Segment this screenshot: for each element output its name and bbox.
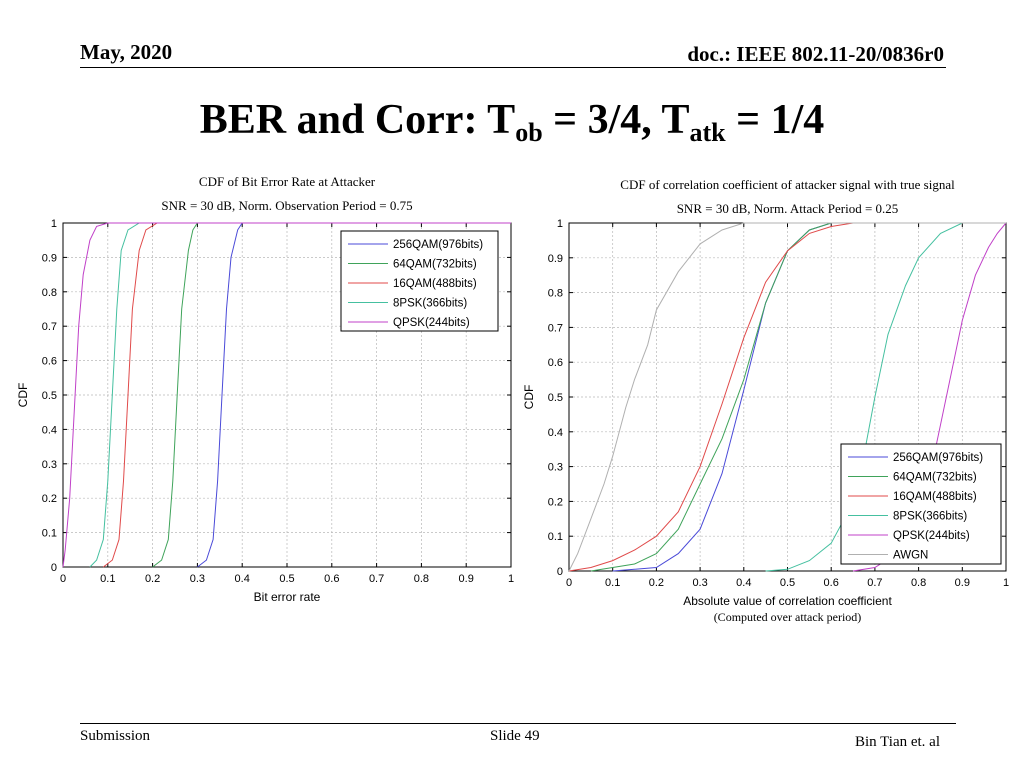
chart1-x-tick-label: 0.6	[324, 573, 339, 585]
chart2-x-tick-label: 0.7	[867, 577, 882, 589]
chart1-x-tick-label: 0.3	[190, 573, 205, 585]
chart2-legend-entry: AWGN	[893, 550, 928, 562]
chart1-y-tick-label: 0.7	[42, 321, 57, 333]
chart1-y-tick-label: 0.6	[42, 356, 57, 368]
chart1-legend-entry: 16QAM(488bits)	[393, 278, 477, 290]
chart2-legend-entry: QPSK(244bits)	[893, 530, 970, 542]
title-sub-atk: atk	[689, 118, 726, 147]
footer-slide-number: Slide 49	[490, 728, 540, 744]
chart1-legend-entry: QPSK(244bits)	[393, 317, 470, 329]
chart2-legend-entry: 16QAM(488bits)	[893, 491, 977, 503]
header-date: May, 2020	[80, 40, 173, 64]
chart2-y-tick-label: 0.4	[548, 427, 563, 439]
chart2-subtitle: SNR = 30 dB, Norm. Attack Period = 0.25	[677, 201, 899, 216]
chart1-y-tick-label: 0.9	[42, 252, 57, 264]
footer-submission: Submission	[80, 728, 151, 744]
chart1-x-tick-label: 0.9	[459, 573, 474, 585]
chart2-y-tick-label: 0.9	[548, 253, 563, 265]
chart2-x-tick-label: 0.9	[955, 577, 970, 589]
chart1-x-tick-label: 0.5	[279, 573, 294, 585]
chart2-y-tick-label: 0.1	[548, 531, 563, 543]
chart2-x-tick-label: 0.4	[736, 577, 751, 589]
chart2-series-line-6	[568, 222, 1006, 572]
chart2-x-tick-label: 0.1	[605, 577, 620, 589]
chart1-series-line-5	[62, 222, 511, 568]
chart2-legend-box	[840, 443, 1002, 565]
chart2-x-axis-label-note: (Computed over attack period)	[714, 610, 862, 624]
chart1-y-tick-label: 0.1	[42, 528, 57, 540]
header-rule	[80, 67, 946, 68]
chart1-legend-box	[340, 230, 499, 332]
footer-rule	[80, 723, 956, 724]
header-doc-id: doc.: IEEE 802.11-20/0836r0	[687, 42, 944, 66]
chart2-y-axis-label: CDF	[522, 385, 536, 410]
chart2-x-tick-label: 0.2	[649, 577, 664, 589]
chart1-series-line-2	[152, 222, 511, 568]
chart1-x-axis-label: Bit error rate	[254, 590, 321, 604]
chart1-x-tick-label: 0.4	[235, 573, 250, 585]
chart2-y-tick-label: 1	[557, 218, 563, 230]
slide-title: BER and Corr: Tob = 3/4, Tatk = 1/4	[0, 96, 1024, 148]
chart1-series-line-3	[102, 222, 511, 568]
chart1-y-tick-label: 0	[51, 562, 57, 574]
chart1-title: CDF of Bit Error Rate at Attacker	[199, 174, 376, 189]
chart1-x-tick-label: 0.7	[369, 573, 384, 585]
title-part-2: = 3/4, T	[542, 97, 690, 143]
chart1-legend-entry: 64QAM(732bits)	[393, 259, 477, 271]
chart1-y-tick-label: 0.4	[42, 424, 57, 436]
chart2-y-tick-label: 0.3	[548, 462, 563, 474]
chart1-x-tick-label: 0.8	[414, 573, 429, 585]
chart2-y-tick-label: 0.6	[548, 357, 563, 369]
chart1-x-tick-label: 0.2	[145, 573, 160, 585]
chart1-y-tick-label: 0.3	[42, 459, 57, 471]
chart2-x-tick-label: 0.6	[824, 577, 839, 589]
chart2-x-tick-label: 1	[1003, 577, 1009, 589]
chart1-legend-entry: 8PSK(366bits)	[393, 298, 467, 310]
chart2-x-tick-label: 0.5	[780, 577, 795, 589]
chart2-series-line-4	[765, 222, 1006, 572]
chart1-y-tick-label: 0.8	[42, 287, 57, 299]
chart2-y-tick-label: 0.2	[548, 496, 563, 508]
chart1-y-tick-label: 1	[51, 218, 57, 230]
chart2-series-line-3	[568, 222, 1006, 572]
chart1-x-tick-label: 0.1	[100, 573, 115, 585]
chart1-x-tick-label: 0	[60, 573, 66, 585]
chart2-legend-entry: 8PSK(366bits)	[893, 511, 967, 523]
chart1-y-tick-label: 0.5	[42, 390, 57, 402]
chart1-legend-entry: 256QAM(976bits)	[393, 239, 483, 251]
chart1-series-line-4	[89, 222, 511, 568]
title-part-3: = 1/4	[725, 97, 825, 143]
chart2-y-tick-label: 0.5	[548, 392, 563, 404]
chart1-y-tick-label: 0.2	[42, 493, 57, 505]
title-part-1: BER and Corr: T	[199, 97, 516, 143]
chart1-x-tick-label: 1	[508, 573, 514, 585]
chart2-x-tick-label: 0.8	[911, 577, 926, 589]
title-sub-ob: ob	[515, 118, 543, 147]
chart2-legend-entry: 256QAM(976bits)	[893, 452, 983, 464]
footer-author: Bin Tian et. al	[854, 734, 940, 750]
chart2-y-tick-label: 0.8	[548, 288, 563, 300]
chart2-legend-entry: 64QAM(732bits)	[893, 472, 977, 484]
chart1-y-axis-label: CDF	[16, 383, 30, 408]
chart2-title: CDF of correlation coefficient of attack…	[620, 177, 955, 192]
chart2-x-axis-label: Absolute value of correlation coefficien…	[683, 594, 892, 608]
chart2-y-tick-label: 0	[557, 566, 563, 578]
chart1-series-line-1	[197, 222, 511, 568]
chart2-y-tick-label: 0.7	[548, 322, 563, 334]
chart2-x-tick-label: 0.3	[692, 577, 707, 589]
chart1-subtitle: SNR = 30 dB, Norm. Observation Period = …	[161, 198, 412, 213]
chart2-x-tick-label: 0	[566, 577, 572, 589]
